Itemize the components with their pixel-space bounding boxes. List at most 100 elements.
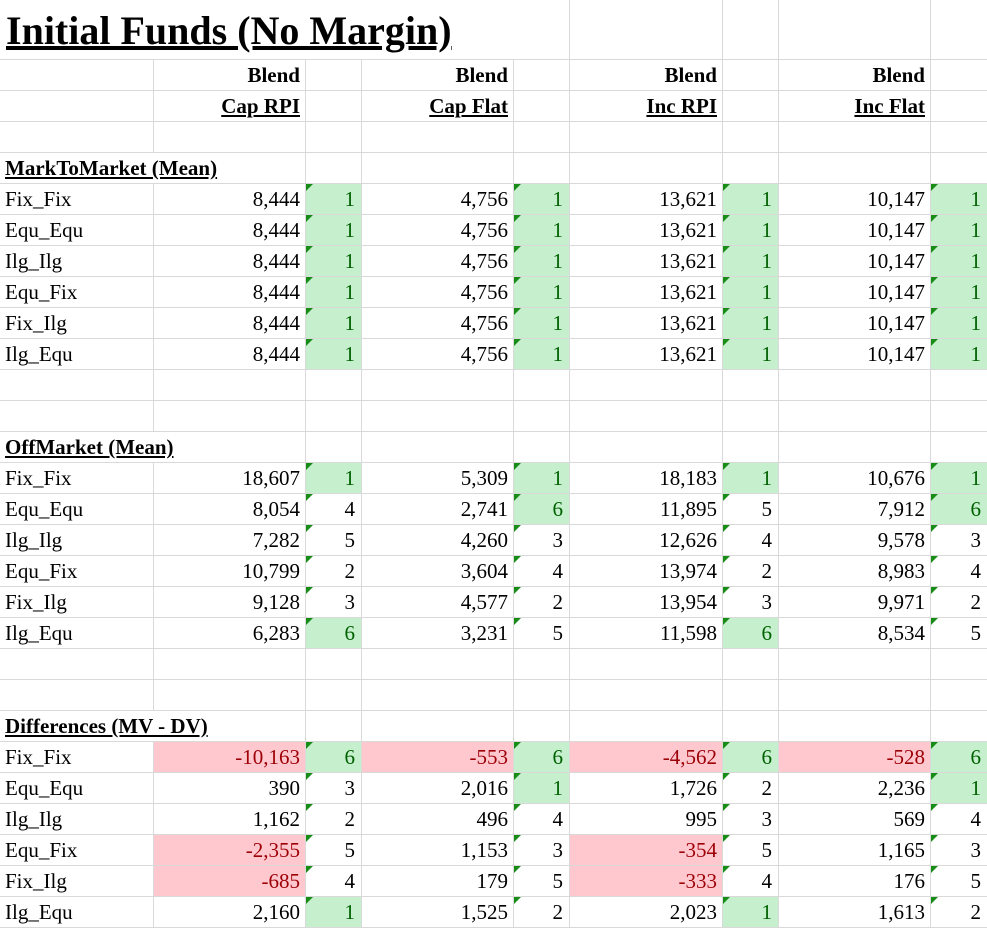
value-cell[interactable]: 4,756 bbox=[362, 277, 514, 308]
rank-cell[interactable]: 1 bbox=[514, 184, 570, 215]
value-cell[interactable]: -553 bbox=[362, 742, 514, 773]
cell-empty[interactable] bbox=[362, 401, 514, 432]
sheet-title[interactable]: Initial Funds (No Margin) bbox=[6, 8, 452, 53]
cell-empty[interactable] bbox=[570, 432, 723, 463]
cell-empty[interactable] bbox=[723, 153, 779, 184]
rank-cell[interactable]: 1 bbox=[931, 246, 987, 277]
header-inc-flat[interactable]: Inc Flat bbox=[779, 91, 931, 122]
value-cell[interactable]: 8,444 bbox=[154, 339, 306, 370]
cell-empty[interactable] bbox=[154, 680, 306, 711]
cell-empty[interactable] bbox=[723, 60, 779, 91]
cell-empty[interactable] bbox=[723, 680, 779, 711]
cell-empty[interactable] bbox=[779, 680, 931, 711]
row-label[interactable]: Ilg_Ilg bbox=[0, 525, 154, 556]
cell-empty[interactable] bbox=[931, 711, 987, 742]
rank-cell[interactable]: 4 bbox=[514, 804, 570, 835]
row-label[interactable]: Fix_Ilg bbox=[0, 866, 154, 897]
row-label[interactable]: Equ_Equ bbox=[0, 215, 154, 246]
cell-empty[interactable] bbox=[306, 153, 362, 184]
value-cell[interactable]: 11,895 bbox=[570, 494, 723, 525]
cell-empty[interactable] bbox=[931, 60, 987, 91]
rank-cell[interactable]: 2 bbox=[514, 587, 570, 618]
rank-cell[interactable]: 6 bbox=[723, 742, 779, 773]
value-cell[interactable]: 2,236 bbox=[779, 773, 931, 804]
value-cell[interactable]: 10,147 bbox=[779, 246, 931, 277]
cell-empty[interactable] bbox=[570, 370, 723, 401]
value-cell[interactable]: 4,756 bbox=[362, 339, 514, 370]
section-title[interactable]: Differences (MV - DV) bbox=[0, 711, 306, 742]
cell-empty[interactable] bbox=[362, 122, 514, 153]
value-cell[interactable]: 1,165 bbox=[779, 835, 931, 866]
rank-cell[interactable]: 1 bbox=[931, 277, 987, 308]
cell-empty[interactable] bbox=[0, 60, 154, 91]
value-cell[interactable]: 13,974 bbox=[570, 556, 723, 587]
value-cell[interactable]: 2,741 bbox=[362, 494, 514, 525]
rank-cell[interactable]: 1 bbox=[723, 184, 779, 215]
rank-cell[interactable]: 1 bbox=[514, 215, 570, 246]
section-title[interactable]: OffMarket (Mean) bbox=[0, 432, 306, 463]
rank-cell[interactable]: 1 bbox=[306, 277, 362, 308]
value-cell[interactable]: -4,562 bbox=[570, 742, 723, 773]
cell-empty[interactable] bbox=[0, 370, 154, 401]
value-cell[interactable]: 8,054 bbox=[154, 494, 306, 525]
rank-cell[interactable]: 2 bbox=[306, 556, 362, 587]
cell-empty[interactable] bbox=[514, 432, 570, 463]
cell-empty[interactable] bbox=[0, 649, 154, 680]
row-label[interactable]: Fix_Fix bbox=[0, 742, 154, 773]
cell-empty[interactable] bbox=[154, 649, 306, 680]
header-blend-cap-flat[interactable]: Blend bbox=[362, 60, 514, 91]
cell-empty[interactable] bbox=[0, 122, 154, 153]
cell-empty[interactable] bbox=[570, 153, 723, 184]
value-cell[interactable]: -2,355 bbox=[154, 835, 306, 866]
rank-cell[interactable]: 6 bbox=[931, 494, 987, 525]
value-cell[interactable]: 10,676 bbox=[779, 463, 931, 494]
rank-cell[interactable]: 1 bbox=[723, 308, 779, 339]
cell-empty[interactable] bbox=[514, 122, 570, 153]
row-label[interactable]: Equ_Fix bbox=[0, 556, 154, 587]
value-cell[interactable]: 1,525 bbox=[362, 897, 514, 928]
rank-cell[interactable]: 2 bbox=[931, 587, 987, 618]
rank-cell[interactable]: 3 bbox=[514, 835, 570, 866]
value-cell[interactable]: 1,613 bbox=[779, 897, 931, 928]
rank-cell[interactable]: 1 bbox=[723, 215, 779, 246]
cell-empty[interactable] bbox=[306, 122, 362, 153]
cell-empty[interactable] bbox=[570, 649, 723, 680]
cell-empty[interactable] bbox=[514, 153, 570, 184]
header-cap-rpi[interactable]: Cap RPI bbox=[154, 91, 306, 122]
rank-cell[interactable]: 3 bbox=[723, 804, 779, 835]
cell-empty[interactable] bbox=[931, 649, 987, 680]
rank-cell[interactable]: 1 bbox=[306, 184, 362, 215]
rank-cell[interactable]: 1 bbox=[306, 308, 362, 339]
rank-cell[interactable]: 2 bbox=[723, 773, 779, 804]
rank-cell[interactable]: 4 bbox=[931, 804, 987, 835]
rank-cell[interactable]: 1 bbox=[931, 339, 987, 370]
cell-empty[interactable] bbox=[570, 680, 723, 711]
value-cell[interactable]: 179 bbox=[362, 866, 514, 897]
rank-cell[interactable]: 1 bbox=[306, 463, 362, 494]
cell-empty[interactable] bbox=[306, 60, 362, 91]
rank-cell[interactable]: 3 bbox=[306, 773, 362, 804]
cell-empty[interactable] bbox=[306, 680, 362, 711]
value-cell[interactable]: 8,983 bbox=[779, 556, 931, 587]
section-title[interactable]: MarkToMarket (Mean) bbox=[0, 153, 306, 184]
value-cell[interactable]: 8,444 bbox=[154, 215, 306, 246]
value-cell[interactable]: 4,756 bbox=[362, 308, 514, 339]
rank-cell[interactable]: 1 bbox=[931, 184, 987, 215]
rank-cell[interactable]: 1 bbox=[514, 463, 570, 494]
row-label[interactable]: Ilg_Ilg bbox=[0, 804, 154, 835]
rank-cell[interactable]: 5 bbox=[931, 866, 987, 897]
rank-cell[interactable]: 1 bbox=[931, 215, 987, 246]
cell-empty[interactable] bbox=[723, 432, 779, 463]
cell-empty[interactable] bbox=[514, 680, 570, 711]
cell-empty[interactable] bbox=[514, 649, 570, 680]
rank-cell[interactable]: 1 bbox=[931, 773, 987, 804]
cell-empty[interactable] bbox=[362, 370, 514, 401]
rank-cell[interactable]: 1 bbox=[306, 897, 362, 928]
rank-cell[interactable]: 1 bbox=[514, 246, 570, 277]
cell-empty[interactable] bbox=[0, 91, 154, 122]
cell-empty[interactable] bbox=[779, 153, 931, 184]
value-cell[interactable]: 10,147 bbox=[779, 277, 931, 308]
cell-empty[interactable] bbox=[306, 370, 362, 401]
value-cell[interactable]: 7,282 bbox=[154, 525, 306, 556]
row-label[interactable]: Ilg_Equ bbox=[0, 339, 154, 370]
